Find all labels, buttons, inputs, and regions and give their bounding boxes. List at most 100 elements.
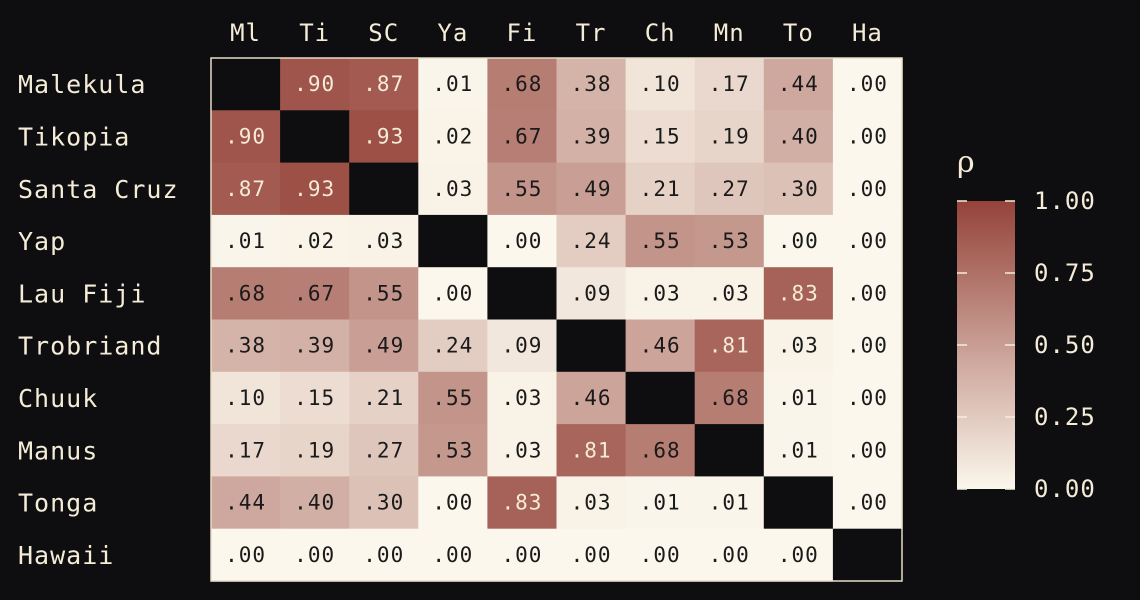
- row-label: Hawaii: [18, 541, 114, 570]
- heatmap-cell: [763, 371, 834, 425]
- heatmap-cell: [280, 214, 350, 268]
- heatmap-cell: [349, 110, 419, 164]
- row-label: Lau Fiji: [18, 279, 146, 308]
- heatmap-cell: [556, 424, 627, 477]
- heatmap-cell: [211, 319, 281, 373]
- heatmap-cell: [211, 110, 281, 164]
- heatmap-cell: [487, 319, 558, 373]
- heatmap-cell: [832, 58, 903, 111]
- cell-value-label: .03: [778, 334, 819, 358]
- cell-value-label: .68: [709, 386, 750, 410]
- heatmap-cell: [832, 267, 903, 321]
- cell-value-label: .15: [294, 386, 335, 410]
- cell-value-label: .49: [363, 334, 404, 358]
- cell-value-label: .67: [501, 124, 542, 148]
- diagonal-cell: [211, 58, 281, 111]
- cell-value-label: .01: [778, 386, 819, 410]
- heatmap-cell: [349, 424, 419, 477]
- heatmap-cell: [211, 371, 281, 425]
- heatmap-cell: [280, 319, 350, 373]
- cell-value-label: .24: [571, 229, 612, 253]
- heatmap-cell: [694, 214, 765, 268]
- cell-value-label: .03: [363, 229, 404, 253]
- column-label: Tr: [576, 19, 607, 47]
- heatmap-cell: [418, 319, 488, 373]
- heatmap-cell: [625, 476, 696, 530]
- heatmap-cell: [211, 267, 281, 321]
- heatmap-cell: [832, 162, 903, 216]
- heatmap-cell: [280, 267, 350, 321]
- heatmap-cell: [625, 58, 696, 111]
- heatmap-cell: [625, 110, 696, 164]
- cell-value-label: .90: [294, 72, 335, 96]
- cell-value-label: .09: [501, 334, 542, 358]
- cell-value-label: .83: [778, 281, 819, 305]
- cell-value-label: .02: [432, 124, 473, 148]
- heatmap-cell: [418, 110, 488, 164]
- cell-value-label: .17: [225, 438, 266, 462]
- heatmap-cell: [763, 319, 834, 373]
- heatmap-cell: [487, 528, 558, 582]
- heatmap-cell: [487, 110, 558, 164]
- cell-value-label: .90: [225, 124, 266, 148]
- cell-value-label: .00: [432, 491, 473, 515]
- heatmap-cell: [832, 371, 903, 425]
- cell-value-label: .30: [778, 177, 819, 201]
- cell-value-label: .01: [709, 491, 750, 515]
- cell-value-label: .00: [501, 229, 542, 253]
- column-label: Mn: [714, 19, 745, 47]
- heatmap-cell: [694, 162, 765, 216]
- colorbar-tick-label: 0.75: [1034, 259, 1096, 287]
- cell-value-label: .00: [294, 543, 335, 567]
- colorbar-tick-label: 0.50: [1034, 331, 1096, 359]
- cell-value-label: .03: [501, 438, 542, 462]
- diagonal-cell: [763, 476, 834, 530]
- heatmap-cell: [694, 319, 765, 373]
- cell-value-label: .00: [640, 543, 681, 567]
- cell-value-label: .21: [640, 177, 681, 201]
- column-label: Ya: [437, 19, 468, 47]
- heatmap-cell: [280, 162, 350, 216]
- cell-value-label: .00: [363, 543, 404, 567]
- cell-value-label: .00: [432, 543, 473, 567]
- cell-value-label: .01: [640, 491, 681, 515]
- heatmap-cell: [211, 424, 281, 477]
- row-label: Malekula: [18, 70, 146, 99]
- cell-value-label: .53: [432, 438, 473, 462]
- heatmap-cell: [625, 267, 696, 321]
- heatmap-cell: [418, 528, 488, 582]
- heatmap-cell: [280, 371, 350, 425]
- row-label: Santa Cruz: [18, 175, 179, 204]
- colorbar-tick-label: 1.00: [1034, 187, 1096, 215]
- heatmap-cell: [556, 476, 627, 530]
- heatmap-cell: [763, 528, 834, 582]
- column-label: Ha: [852, 19, 883, 47]
- heatmap-cell: [556, 162, 627, 216]
- heatmap-cell: [487, 214, 558, 268]
- row-label: Chuuk: [18, 384, 98, 413]
- cell-value-label: .39: [571, 124, 612, 148]
- heatmap-cell: [625, 528, 696, 582]
- diagonal-cell: [487, 267, 558, 321]
- heatmap-cell: [211, 476, 281, 530]
- cell-value-label: .00: [847, 491, 888, 515]
- cell-value-label: .38: [571, 72, 612, 96]
- heatmap-cell: [280, 424, 350, 477]
- cell-value-label: .03: [640, 281, 681, 305]
- heatmap-cell: [418, 267, 488, 321]
- column-label: SC: [368, 19, 399, 47]
- heatmap-cell: [694, 476, 765, 530]
- diagonal-cell: [625, 371, 696, 425]
- heatmap-frame: [210, 57, 903, 582]
- heatmap-cell: [832, 476, 903, 530]
- cell-value-label: .00: [501, 543, 542, 567]
- cell-value-label: .00: [778, 543, 819, 567]
- cell-value-label: .00: [778, 229, 819, 253]
- heatmap-cell: [418, 162, 488, 216]
- cell-value-label: .93: [363, 124, 404, 148]
- heatmap-cell: [280, 58, 350, 111]
- diagonal-cell: [349, 162, 419, 216]
- cell-value-label: .55: [501, 177, 542, 201]
- cell-value-label: .93: [294, 177, 335, 201]
